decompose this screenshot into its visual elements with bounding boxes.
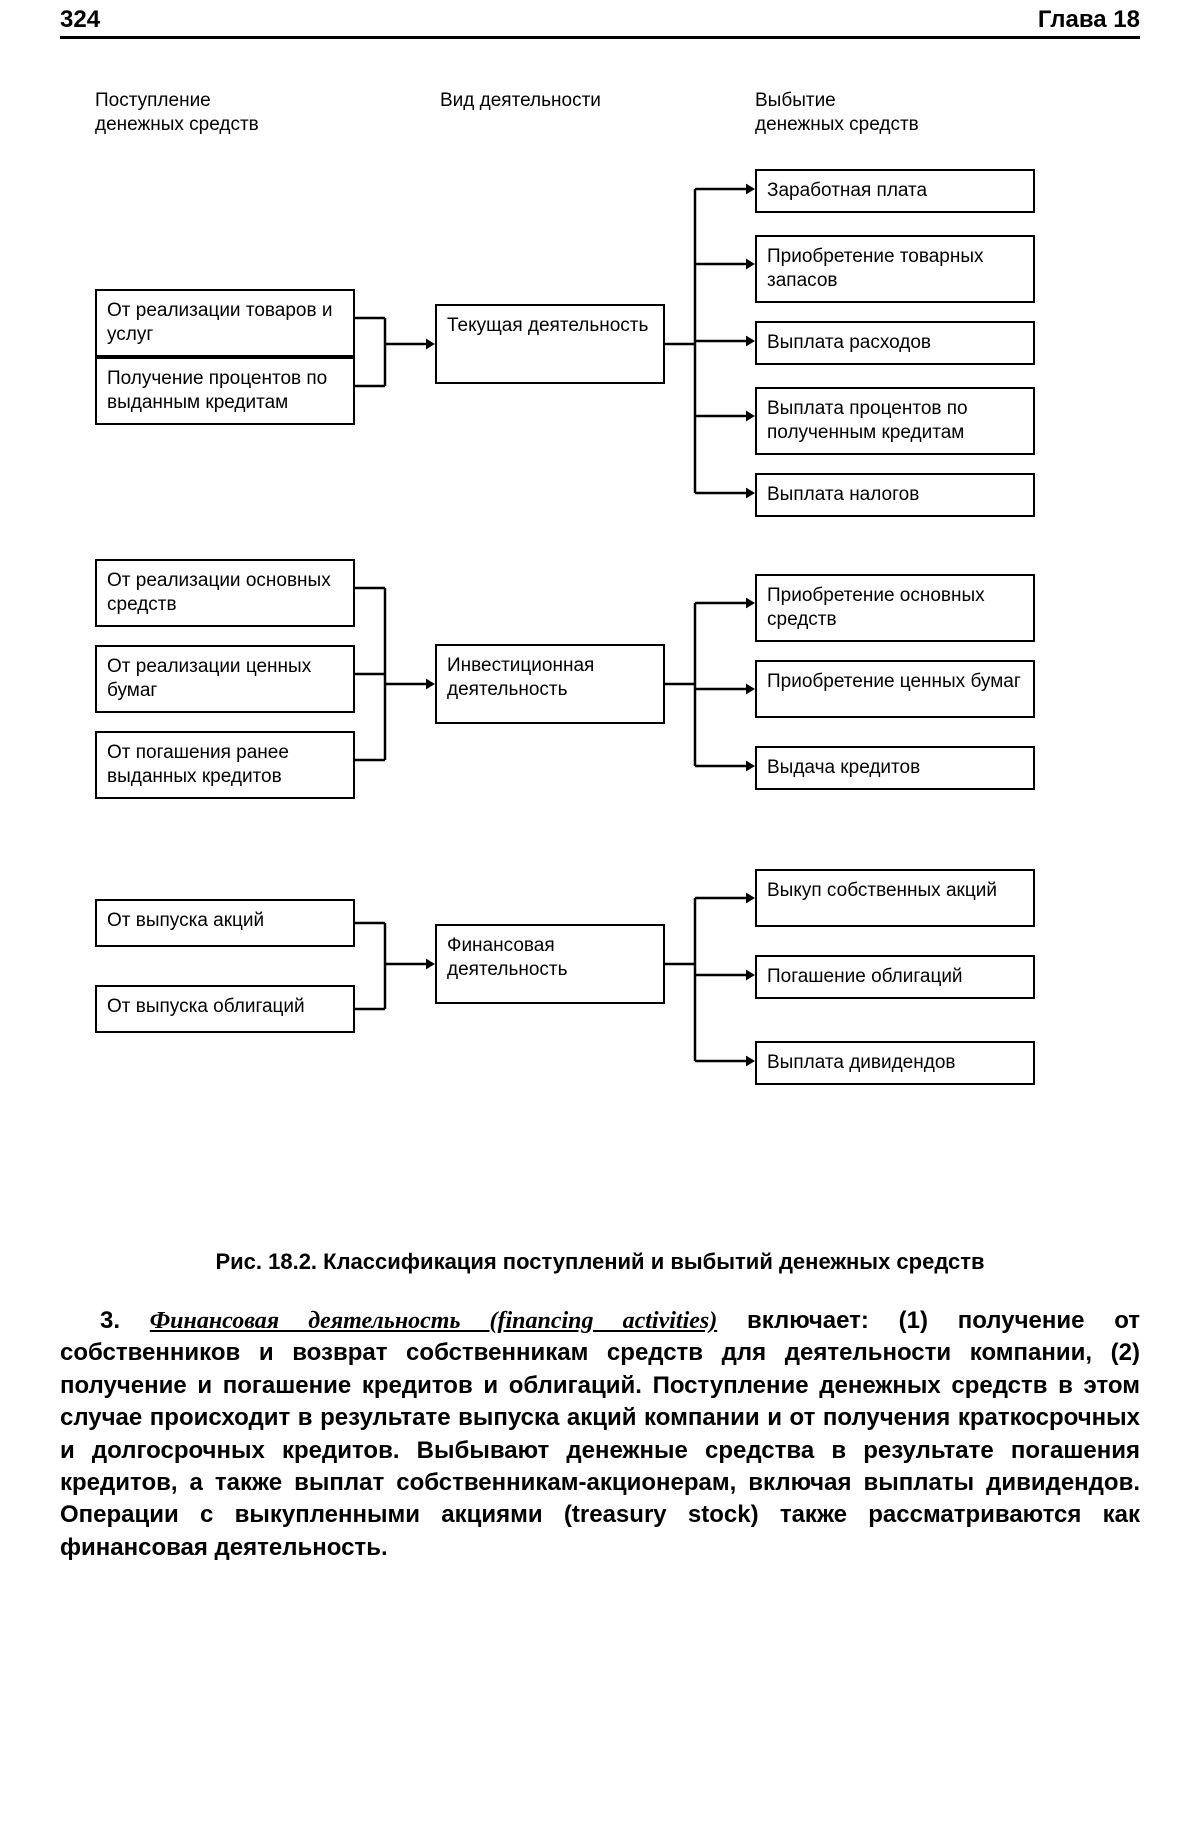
inv-inflow-0: От реализации основных средств: [95, 559, 355, 627]
oper-outflow-4: Выплата налогов: [755, 473, 1035, 517]
inv-inflow-1: От реализации ценных бумаг: [95, 645, 355, 713]
fin-outflow-0: Выкуп собственных акций: [755, 869, 1035, 927]
body-paragraph: 3. Финансовая деятельность (financing ac…: [60, 1305, 1140, 1564]
page: 324 Глава 18 Поступление денежных средст…: [0, 0, 1200, 1604]
figure-caption: Рис. 18.2. Классификация поступлений и в…: [60, 1249, 1140, 1275]
oper-outflow-3: Выплата процентов по полученным кредитам: [755, 387, 1035, 455]
fin-inflow-1: От выпуска облигаций: [95, 985, 355, 1033]
fin-inflow-0: От выпуска акций: [95, 899, 355, 947]
para-rest: включает: (1) получение от собственников…: [60, 1307, 1140, 1561]
oper-outflow-2: Выплата расходов: [755, 321, 1035, 365]
oper-inflow-1: Получение процентов по выданным кредитам: [95, 357, 355, 425]
flow-diagram: Поступление денежных средств Вид деятель…: [60, 89, 1140, 1199]
page-number: 324: [60, 6, 100, 34]
fin-activity: Финансовая деятельность: [435, 924, 665, 1004]
inv-activity: Инвестиционная деятельность: [435, 644, 665, 724]
oper-activity: Текущая деятельность: [435, 304, 665, 384]
col-header-right: Выбытие денежных средств: [755, 89, 919, 137]
col-header-left: Поступление денежных средств: [95, 89, 259, 137]
chapter-label: Глава 18: [1038, 6, 1140, 34]
para-term: Финансовая деятельность (financing activ…: [150, 1308, 717, 1334]
inv-inflow-2: От погашения ранее выданных кредитов: [95, 731, 355, 799]
fin-outflow-2: Выплата дивидендов: [755, 1041, 1035, 1085]
col-header-center: Вид деятельности: [440, 89, 601, 113]
oper-inflow-0: От реализации товаров и услуг: [95, 289, 355, 357]
oper-outflow-1: Приобретение товарных запасов: [755, 235, 1035, 303]
inv-outflow-1: Приобретение ценных бумаг: [755, 660, 1035, 718]
inv-outflow-2: Выдача кредитов: [755, 746, 1035, 790]
oper-outflow-0: Заработная плата: [755, 169, 1035, 213]
para-number: 3.: [100, 1307, 120, 1334]
page-header: 324 Глава 18: [60, 0, 1140, 39]
fin-outflow-1: Погашение облигаций: [755, 955, 1035, 999]
inv-outflow-0: Приобретение основных средств: [755, 574, 1035, 642]
